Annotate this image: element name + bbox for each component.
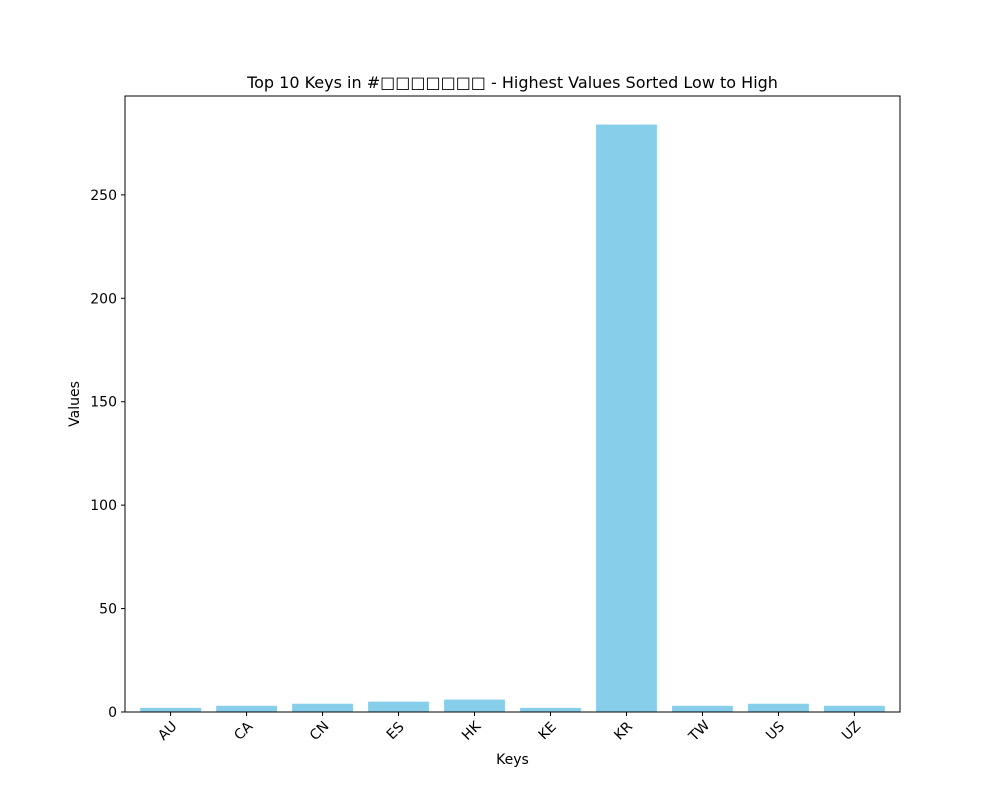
x-tick-label-uz: UZ — [839, 719, 864, 744]
x-axis-label: Keys — [496, 752, 529, 768]
y-tick-label: 250 — [90, 188, 117, 204]
x-tick-label-ca: CA — [231, 718, 256, 743]
y-tick-label: 50 — [99, 602, 117, 618]
x-tick-label-cn: CN — [307, 718, 333, 744]
bar-ke — [520, 707, 581, 712]
x-tick-label-es: ES — [384, 719, 408, 743]
bar-uz — [824, 705, 885, 712]
x-tick-label-tw: TW — [685, 717, 713, 745]
y-tick-label: 0 — [108, 705, 117, 721]
bar-hk — [444, 699, 505, 712]
y-axis-ticks: 0 50 100 150 200 250 — [90, 188, 125, 721]
x-tick-label-au: AU — [155, 719, 180, 744]
bar-cn — [292, 703, 353, 712]
y-tick-label: 100 — [90, 498, 117, 514]
y-axis-label: Values — [67, 381, 83, 427]
bar-tw — [672, 705, 733, 712]
x-tick-label-kr: KR — [611, 719, 636, 744]
y-tick-label: 200 — [90, 291, 117, 307]
bars-group — [140, 124, 885, 712]
bar-kr — [596, 124, 657, 712]
x-tick-label-us: US — [763, 719, 788, 744]
bar-us — [748, 703, 809, 712]
bar-au — [140, 707, 201, 712]
bar-ca — [216, 705, 277, 712]
x-tick-label-ke: KE — [536, 719, 560, 743]
x-tick-label-hk: HK — [459, 718, 485, 744]
chart-title: Top 10 Keys in #□□□□□□□ - Highest Values… — [246, 73, 778, 92]
x-axis-ticks: AU CA CN ES HK KE KR TW US UZ — [155, 712, 864, 745]
bar-es — [368, 701, 429, 712]
y-tick-label: 150 — [90, 395, 117, 411]
plot-frame — [124, 95, 901, 713]
